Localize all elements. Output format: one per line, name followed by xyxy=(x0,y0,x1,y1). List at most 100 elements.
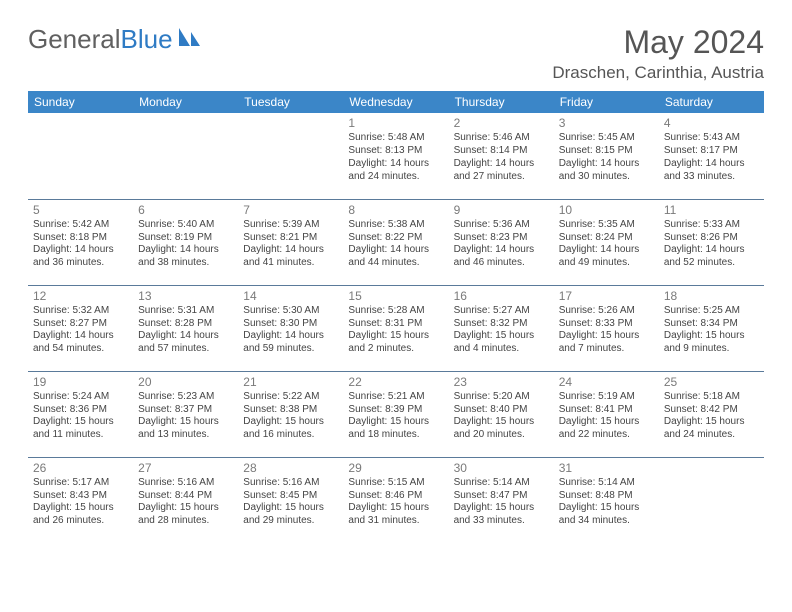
calendar-week-row: 12Sunrise: 5:32 AMSunset: 8:27 PMDayligh… xyxy=(28,285,764,371)
calendar-day-cell: 26Sunrise: 5:17 AMSunset: 8:43 PMDayligh… xyxy=(28,457,133,543)
calendar-day-cell: 24Sunrise: 5:19 AMSunset: 8:41 PMDayligh… xyxy=(554,371,659,457)
calendar-day-cell: 12Sunrise: 5:32 AMSunset: 8:27 PMDayligh… xyxy=(28,285,133,371)
weekday-header: Saturday xyxy=(659,91,764,113)
calendar-day-cell: 30Sunrise: 5:14 AMSunset: 8:47 PMDayligh… xyxy=(449,457,554,543)
daylight-line: Daylight: 14 hours and 52 minutes. xyxy=(664,244,759,270)
calendar-week-row: 26Sunrise: 5:17 AMSunset: 8:43 PMDayligh… xyxy=(28,457,764,543)
sunrise-line: Sunrise: 5:48 AM xyxy=(348,132,443,145)
calendar-day-cell: 18Sunrise: 5:25 AMSunset: 8:34 PMDayligh… xyxy=(659,285,764,371)
sunset-line: Sunset: 8:21 PM xyxy=(243,232,338,245)
day-number: 25 xyxy=(664,375,759,390)
day-number: 6 xyxy=(138,203,233,218)
daylight-line: Daylight: 15 hours and 11 minutes. xyxy=(33,416,128,442)
sunrise-line: Sunrise: 5:15 AM xyxy=(348,477,443,490)
calendar-day-cell: 17Sunrise: 5:26 AMSunset: 8:33 PMDayligh… xyxy=(554,285,659,371)
sunset-line: Sunset: 8:18 PM xyxy=(33,232,128,245)
day-number: 1 xyxy=(348,116,443,131)
sunset-line: Sunset: 8:42 PM xyxy=(664,404,759,417)
sunrise-line: Sunrise: 5:39 AM xyxy=(243,219,338,232)
day-number: 12 xyxy=(33,289,128,304)
calendar-day-cell: 9Sunrise: 5:36 AMSunset: 8:23 PMDaylight… xyxy=(449,199,554,285)
calendar-header-row: SundayMondayTuesdayWednesdayThursdayFrid… xyxy=(28,91,764,113)
sunset-line: Sunset: 8:45 PM xyxy=(243,490,338,503)
day-number: 26 xyxy=(33,461,128,476)
logo-sail-icon xyxy=(176,24,202,55)
sunrise-line: Sunrise: 5:32 AM xyxy=(33,305,128,318)
calendar-page: GeneralBlue May 2024 Draschen, Carinthia… xyxy=(0,0,792,555)
day-number: 18 xyxy=(664,289,759,304)
weekday-header: Tuesday xyxy=(238,91,343,113)
calendar-day-cell: 15Sunrise: 5:28 AMSunset: 8:31 PMDayligh… xyxy=(343,285,448,371)
day-number: 22 xyxy=(348,375,443,390)
day-number: 21 xyxy=(243,375,338,390)
calendar-day-cell: 13Sunrise: 5:31 AMSunset: 8:28 PMDayligh… xyxy=(133,285,238,371)
day-number: 13 xyxy=(138,289,233,304)
sunset-line: Sunset: 8:39 PM xyxy=(348,404,443,417)
sunset-line: Sunset: 8:17 PM xyxy=(664,145,759,158)
sunset-line: Sunset: 8:38 PM xyxy=(243,404,338,417)
day-number: 9 xyxy=(454,203,549,218)
day-number: 8 xyxy=(348,203,443,218)
sunrise-line: Sunrise: 5:16 AM xyxy=(243,477,338,490)
calendar-day-cell: 10Sunrise: 5:35 AMSunset: 8:24 PMDayligh… xyxy=(554,199,659,285)
sunset-line: Sunset: 8:40 PM xyxy=(454,404,549,417)
daylight-line: Daylight: 15 hours and 13 minutes. xyxy=(138,416,233,442)
daylight-line: Daylight: 15 hours and 26 minutes. xyxy=(33,502,128,528)
sunset-line: Sunset: 8:14 PM xyxy=(454,145,549,158)
calendar-day-cell: 6Sunrise: 5:40 AMSunset: 8:19 PMDaylight… xyxy=(133,199,238,285)
day-number: 31 xyxy=(559,461,654,476)
daylight-line: Daylight: 14 hours and 30 minutes. xyxy=(559,158,654,184)
daylight-line: Daylight: 15 hours and 2 minutes. xyxy=(348,330,443,356)
day-number: 27 xyxy=(138,461,233,476)
sunset-line: Sunset: 8:33 PM xyxy=(559,318,654,331)
calendar-empty-cell xyxy=(133,113,238,199)
sunrise-line: Sunrise: 5:36 AM xyxy=(454,219,549,232)
calendar-body: 1Sunrise: 5:48 AMSunset: 8:13 PMDaylight… xyxy=(28,113,764,543)
daylight-line: Daylight: 15 hours and 28 minutes. xyxy=(138,502,233,528)
location-text: Draschen, Carinthia, Austria xyxy=(552,63,764,83)
sunrise-line: Sunrise: 5:26 AM xyxy=(559,305,654,318)
weekday-header: Monday xyxy=(133,91,238,113)
day-number: 10 xyxy=(559,203,654,218)
daylight-line: Daylight: 15 hours and 20 minutes. xyxy=(454,416,549,442)
calendar-day-cell: 16Sunrise: 5:27 AMSunset: 8:32 PMDayligh… xyxy=(449,285,554,371)
sunrise-line: Sunrise: 5:42 AM xyxy=(33,219,128,232)
sunrise-line: Sunrise: 5:46 AM xyxy=(454,132,549,145)
calendar-day-cell: 4Sunrise: 5:43 AMSunset: 8:17 PMDaylight… xyxy=(659,113,764,199)
sunrise-line: Sunrise: 5:14 AM xyxy=(559,477,654,490)
logo: GeneralBlue xyxy=(28,24,202,55)
calendar-day-cell: 7Sunrise: 5:39 AMSunset: 8:21 PMDaylight… xyxy=(238,199,343,285)
day-number: 24 xyxy=(559,375,654,390)
calendar-empty-cell xyxy=(659,457,764,543)
daylight-line: Daylight: 14 hours and 24 minutes. xyxy=(348,158,443,184)
daylight-line: Daylight: 14 hours and 49 minutes. xyxy=(559,244,654,270)
sunset-line: Sunset: 8:47 PM xyxy=(454,490,549,503)
daylight-line: Daylight: 14 hours and 33 minutes. xyxy=(664,158,759,184)
sunrise-line: Sunrise: 5:16 AM xyxy=(138,477,233,490)
daylight-line: Daylight: 15 hours and 4 minutes. xyxy=(454,330,549,356)
day-number: 7 xyxy=(243,203,338,218)
day-number: 30 xyxy=(454,461,549,476)
calendar-day-cell: 3Sunrise: 5:45 AMSunset: 8:15 PMDaylight… xyxy=(554,113,659,199)
sunrise-line: Sunrise: 5:25 AM xyxy=(664,305,759,318)
sunset-line: Sunset: 8:26 PM xyxy=(664,232,759,245)
sunrise-line: Sunrise: 5:14 AM xyxy=(454,477,549,490)
sunset-line: Sunset: 8:13 PM xyxy=(348,145,443,158)
day-number: 19 xyxy=(33,375,128,390)
calendar-day-cell: 29Sunrise: 5:15 AMSunset: 8:46 PMDayligh… xyxy=(343,457,448,543)
calendar-empty-cell xyxy=(28,113,133,199)
sunrise-line: Sunrise: 5:31 AM xyxy=(138,305,233,318)
calendar-empty-cell xyxy=(238,113,343,199)
calendar-day-cell: 22Sunrise: 5:21 AMSunset: 8:39 PMDayligh… xyxy=(343,371,448,457)
calendar-day-cell: 5Sunrise: 5:42 AMSunset: 8:18 PMDaylight… xyxy=(28,199,133,285)
sunrise-line: Sunrise: 5:22 AM xyxy=(243,391,338,404)
sunset-line: Sunset: 8:36 PM xyxy=(33,404,128,417)
daylight-line: Daylight: 15 hours and 24 minutes. xyxy=(664,416,759,442)
calendar-table: SundayMondayTuesdayWednesdayThursdayFrid… xyxy=(28,91,764,543)
daylight-line: Daylight: 14 hours and 54 minutes. xyxy=(33,330,128,356)
page-header: GeneralBlue May 2024 Draschen, Carinthia… xyxy=(28,24,764,83)
calendar-day-cell: 25Sunrise: 5:18 AMSunset: 8:42 PMDayligh… xyxy=(659,371,764,457)
day-number: 15 xyxy=(348,289,443,304)
sunrise-line: Sunrise: 5:45 AM xyxy=(559,132,654,145)
sunset-line: Sunset: 8:43 PM xyxy=(33,490,128,503)
